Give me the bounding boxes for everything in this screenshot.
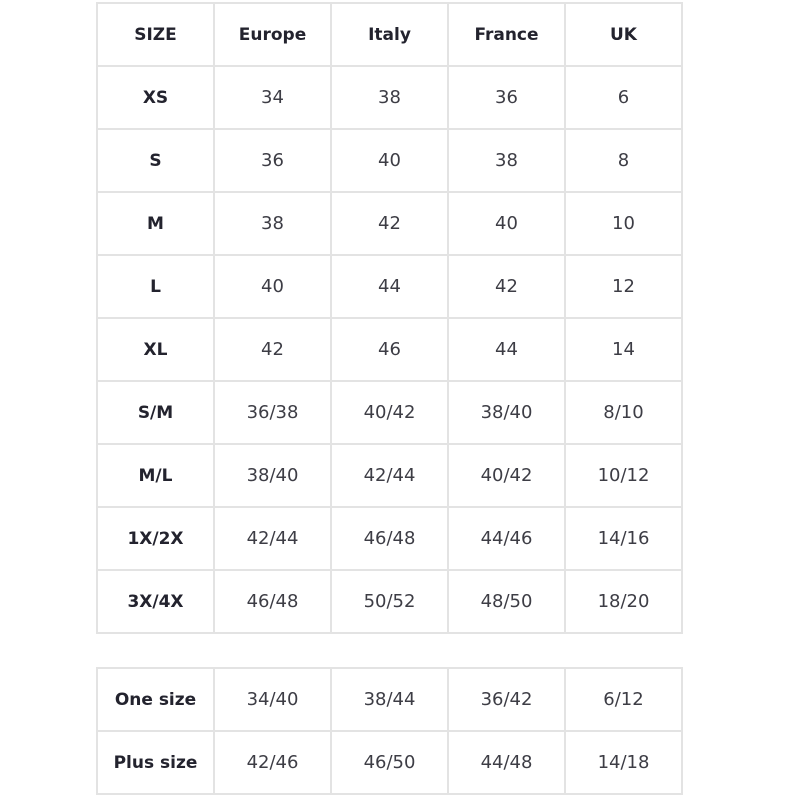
size-label-cell: 3X/4X [96, 569, 215, 634]
size-value-cell: 46/48 [213, 569, 332, 634]
size-label-cell: XL [96, 317, 215, 382]
size-value-cell: 14/16 [564, 506, 683, 571]
size-value-cell: 34/40 [213, 667, 332, 732]
table-row: M 38 42 40 10 [96, 191, 683, 256]
size-value-cell: 44/48 [447, 730, 566, 795]
size-value-cell: 40 [213, 254, 332, 319]
size-value-cell: 42 [447, 254, 566, 319]
table-row: M/L 38/40 42/44 40/42 10/12 [96, 443, 683, 508]
size-value-cell: 10 [564, 191, 683, 256]
size-value-cell: 38/44 [330, 667, 449, 732]
table-row: 1X/2X 42/44 46/48 44/46 14/16 [96, 506, 683, 571]
size-value-cell: 40/42 [330, 380, 449, 445]
special-size-table: One size 34/40 38/44 36/42 6/12 Plus size 42/4… [96, 667, 683, 795]
table-row: XS 34 38 36 6 [96, 65, 683, 130]
table-row: S 36 40 38 8 [96, 128, 683, 193]
size-value-cell: 40 [330, 128, 449, 193]
size-label-cell: S [96, 128, 215, 193]
size-value-cell: 38 [330, 65, 449, 130]
size-label-cell: 1X/2X [96, 506, 215, 571]
size-value-cell: 36 [213, 128, 332, 193]
size-value-cell: 44 [330, 254, 449, 319]
size-value-cell: 38/40 [447, 380, 566, 445]
size-value-cell: 18/20 [564, 569, 683, 634]
size-value-cell: 12 [564, 254, 683, 319]
size-value-cell: 6 [564, 65, 683, 130]
size-conversion-table: SIZE Europe Italy France UK XS 34 38 36 6 S 36… [96, 2, 683, 634]
size-value-cell: 42/44 [213, 506, 332, 571]
size-value-cell: 36/42 [447, 667, 566, 732]
size-value-cell: 8 [564, 128, 683, 193]
size-label-cell: One size [96, 667, 215, 732]
size-value-cell: 38 [447, 128, 566, 193]
size-value-cell: 14 [564, 317, 683, 382]
size-value-cell: 6/12 [564, 667, 683, 732]
size-label-cell: M/L [96, 443, 215, 508]
size-value-cell: 40 [447, 191, 566, 256]
size-value-cell: 34 [213, 65, 332, 130]
size-label-cell: M [96, 191, 215, 256]
size-label-cell: S/M [96, 380, 215, 445]
size-value-cell: 50/52 [330, 569, 449, 634]
size-value-cell: 42/46 [213, 730, 332, 795]
size-value-cell: 42/44 [330, 443, 449, 508]
table-row: XL 42 46 44 14 [96, 317, 683, 382]
header-size: SIZE [96, 2, 215, 67]
table-row: One size 34/40 38/44 36/42 6/12 [96, 667, 683, 732]
header-france: France [447, 2, 566, 67]
size-value-cell: 36/38 [213, 380, 332, 445]
size-label-cell: Plus size [96, 730, 215, 795]
table-row: 3X/4X 46/48 50/52 48/50 18/20 [96, 569, 683, 634]
size-label-cell: L [96, 254, 215, 319]
header-italy: Italy [330, 2, 449, 67]
size-value-cell: 10/12 [564, 443, 683, 508]
header-europe: Europe [213, 2, 332, 67]
size-value-cell: 44/46 [447, 506, 566, 571]
size-value-cell: 48/50 [447, 569, 566, 634]
header-row: SIZE Europe Italy France UK [96, 2, 683, 67]
size-value-cell: 14/18 [564, 730, 683, 795]
size-value-cell: 42 [330, 191, 449, 256]
size-value-cell: 8/10 [564, 380, 683, 445]
size-value-cell: 38/40 [213, 443, 332, 508]
size-value-cell: 44 [447, 317, 566, 382]
size-value-cell: 46 [330, 317, 449, 382]
size-value-cell: 42 [213, 317, 332, 382]
header-uk: UK [564, 2, 683, 67]
table-row: L 40 44 42 12 [96, 254, 683, 319]
size-value-cell: 46/50 [330, 730, 449, 795]
table-row: Plus size 42/46 46/50 44/48 14/18 [96, 730, 683, 795]
size-value-cell: 40/42 [447, 443, 566, 508]
size-value-cell: 38 [213, 191, 332, 256]
size-value-cell: 46/48 [330, 506, 449, 571]
size-value-cell: 36 [447, 65, 566, 130]
size-label-cell: XS [96, 65, 215, 130]
table-row: S/M 36/38 40/42 38/40 8/10 [96, 380, 683, 445]
